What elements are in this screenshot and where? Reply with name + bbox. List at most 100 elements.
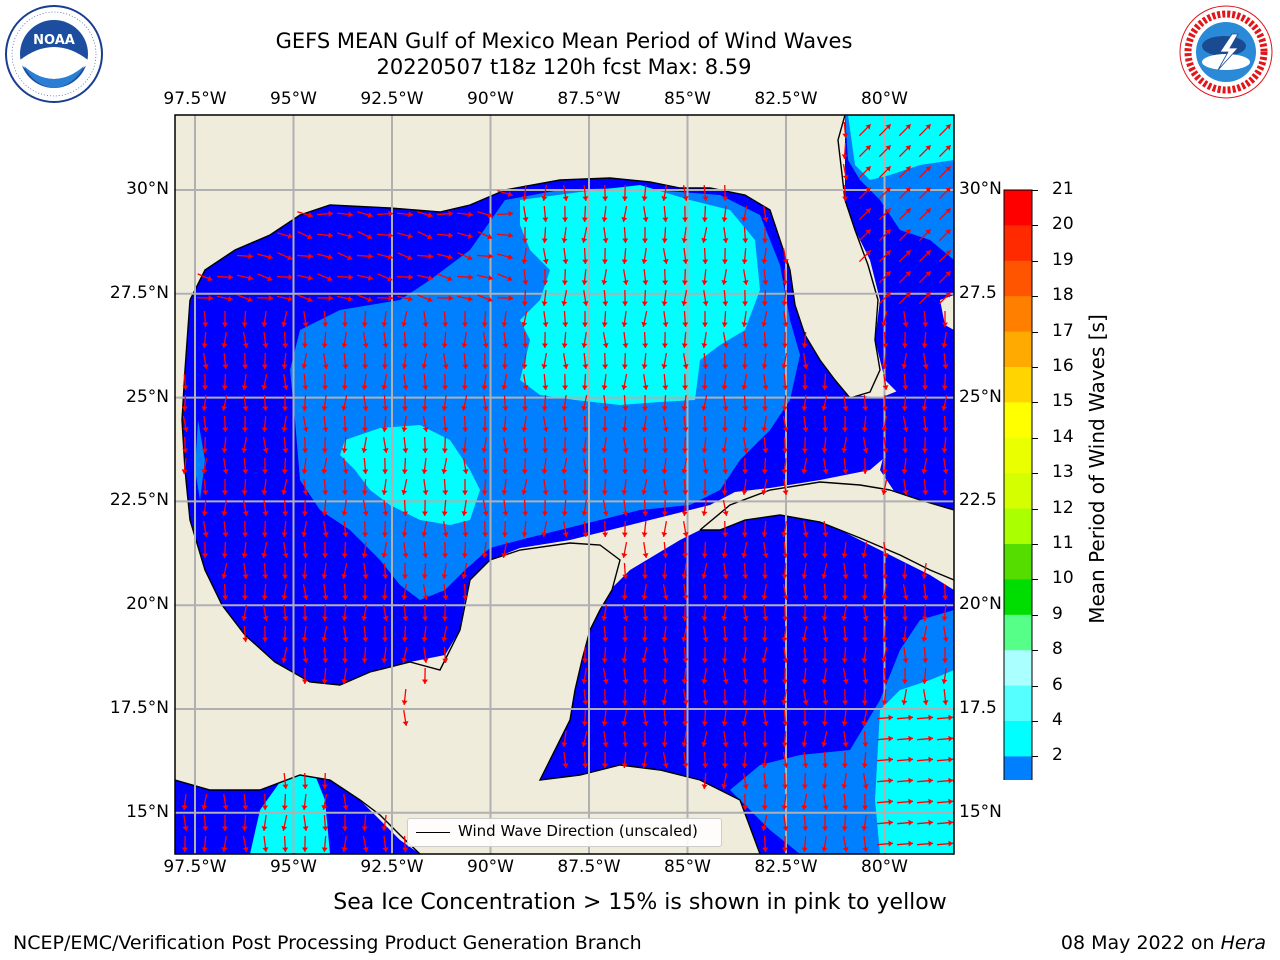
- wave-arrow-head: [822, 700, 829, 705]
- wave-arrow-head: [581, 280, 588, 285]
- wave-arrow-head: [682, 595, 689, 600]
- wave-arrow-head: [782, 658, 789, 663]
- wave-arrow-head: [521, 301, 528, 306]
- wave-arrow-head: [762, 406, 768, 411]
- wave-arrow-head: [242, 364, 249, 369]
- wave-arrow-head: [382, 637, 389, 642]
- wave-arrow-head: [925, 250, 931, 256]
- wave-arrow-head: [447, 275, 453, 282]
- wave-arrow-head: [822, 658, 828, 663]
- colorbar: [1003, 189, 1033, 780]
- wave-arrow-head: [902, 426, 909, 432]
- wave-arrow-head: [702, 490, 708, 495]
- wave-arrow-head: [202, 385, 209, 390]
- wave-arrow-head: [642, 406, 648, 411]
- wave-arrow-head: [921, 636, 928, 642]
- wave-arrow-head: [682, 700, 689, 705]
- wave-arrow-head: [401, 637, 408, 642]
- wave-arrow-head: [905, 271, 911, 277]
- wave-arrow-head: [302, 658, 309, 663]
- wave-arrow-head: [322, 364, 329, 369]
- wave-arrow-head: [742, 469, 749, 474]
- wave-arrow-head: [741, 490, 748, 495]
- wave-arrow-head: [422, 426, 429, 432]
- wave-arrow-head: [348, 274, 353, 281]
- wave-arrow-head: [885, 208, 891, 214]
- wave-arrow-head: [481, 322, 488, 327]
- wave-arrow-head: [941, 385, 948, 390]
- footer-date: 08 May 2022 on Hera: [1061, 932, 1266, 954]
- wave-arrow-head: [702, 658, 708, 663]
- graticule: [175, 115, 954, 854]
- wave-arrow-head: [582, 259, 589, 264]
- wave-arrow-head: [782, 280, 789, 285]
- wave-arrow-head: [362, 574, 369, 579]
- caribbean-water-6-8s: [875, 670, 954, 854]
- wave-arrow-head: [922, 658, 929, 663]
- wave-arrow-head: [885, 145, 891, 151]
- colorbar-tick-mark: [1032, 367, 1038, 368]
- wave-arrow-head: [701, 741, 708, 747]
- wave-arrow-head: [948, 819, 953, 826]
- wave-arrow-head: [421, 511, 428, 516]
- wave-arrow-head: [602, 678, 609, 684]
- wave-arrow-head: [861, 595, 868, 600]
- wave-arrow-head: [945, 187, 951, 193]
- wave-arrow-head: [621, 322, 628, 327]
- wave-arrow-head: [862, 742, 869, 747]
- wave-arrow-head: [301, 406, 308, 411]
- wave-arrow-head: [661, 196, 668, 201]
- wave-arrow-head: [761, 427, 768, 432]
- wave-arrow-head: [601, 616, 608, 621]
- wave-arrow-head: [261, 384, 268, 390]
- wave-arrow-head: [908, 714, 913, 721]
- wave-arrow-head: [481, 553, 488, 558]
- wave-arrow-head: [782, 594, 789, 600]
- wave-arrow-head: [941, 679, 948, 684]
- wave-arrow-head: [622, 742, 629, 747]
- wave-arrow-head: [562, 259, 569, 264]
- wave-arrow-head: [701, 280, 708, 285]
- wave-arrow-head: [905, 187, 911, 193]
- wave-arrow-head: [901, 364, 908, 369]
- wave-arrow-head: [702, 637, 709, 642]
- colorbar-frame: [1003, 189, 1033, 780]
- wave-arrow-head: [622, 406, 629, 411]
- wave-arrow-head: [522, 385, 529, 390]
- wave-arrow-head: [601, 721, 608, 726]
- wave-arrow-head: [301, 511, 308, 516]
- colorbar-tick-mark: [1032, 296, 1038, 298]
- wave-arrow-head: [888, 840, 893, 847]
- wave-arrow-head: [507, 191, 513, 197]
- wave-arrow-head: [181, 406, 188, 411]
- wave-arrow-head: [945, 145, 951, 151]
- wave-arrow-head: [561, 238, 568, 243]
- wave-arrow-head: [522, 511, 529, 516]
- wave-arrow-head: [602, 238, 609, 243]
- wave-arrow-head: [521, 489, 528, 495]
- wave-arrow-head: [522, 238, 528, 243]
- wave-arrow-head: [442, 490, 449, 495]
- ice-note: Sea Ice Concentration > 15% is shown in …: [333, 890, 947, 915]
- wave-arrow-head: [202, 553, 209, 558]
- wave-arrow-head: [242, 342, 249, 348]
- wave-arrow-head: [562, 490, 569, 495]
- wave-arrow-head: [401, 532, 408, 537]
- wave-arrow-head: [201, 804, 208, 810]
- wave-arrow-head: [321, 511, 328, 516]
- wave-arrow-head: [367, 274, 373, 281]
- wave-arrow-head: [761, 259, 768, 264]
- wave-arrow-head: [422, 616, 429, 621]
- wave-arrow-head: [422, 385, 429, 390]
- colorbar-tick-label: 19: [1052, 249, 1074, 270]
- wave-arrow-head: [908, 735, 913, 742]
- wave-arrow-head: [322, 553, 329, 558]
- wave-arrow-head: [602, 301, 609, 306]
- wave-arrow-head: [702, 364, 709, 369]
- wave-arrow-head: [202, 826, 209, 831]
- wave-arrow-head: [541, 196, 548, 201]
- wave-arrow-head: [782, 448, 789, 453]
- wind-wave-direction-arrows: [181, 121, 954, 853]
- wave-arrow-head: [622, 637, 629, 642]
- wave-arrow-head: [921, 616, 928, 621]
